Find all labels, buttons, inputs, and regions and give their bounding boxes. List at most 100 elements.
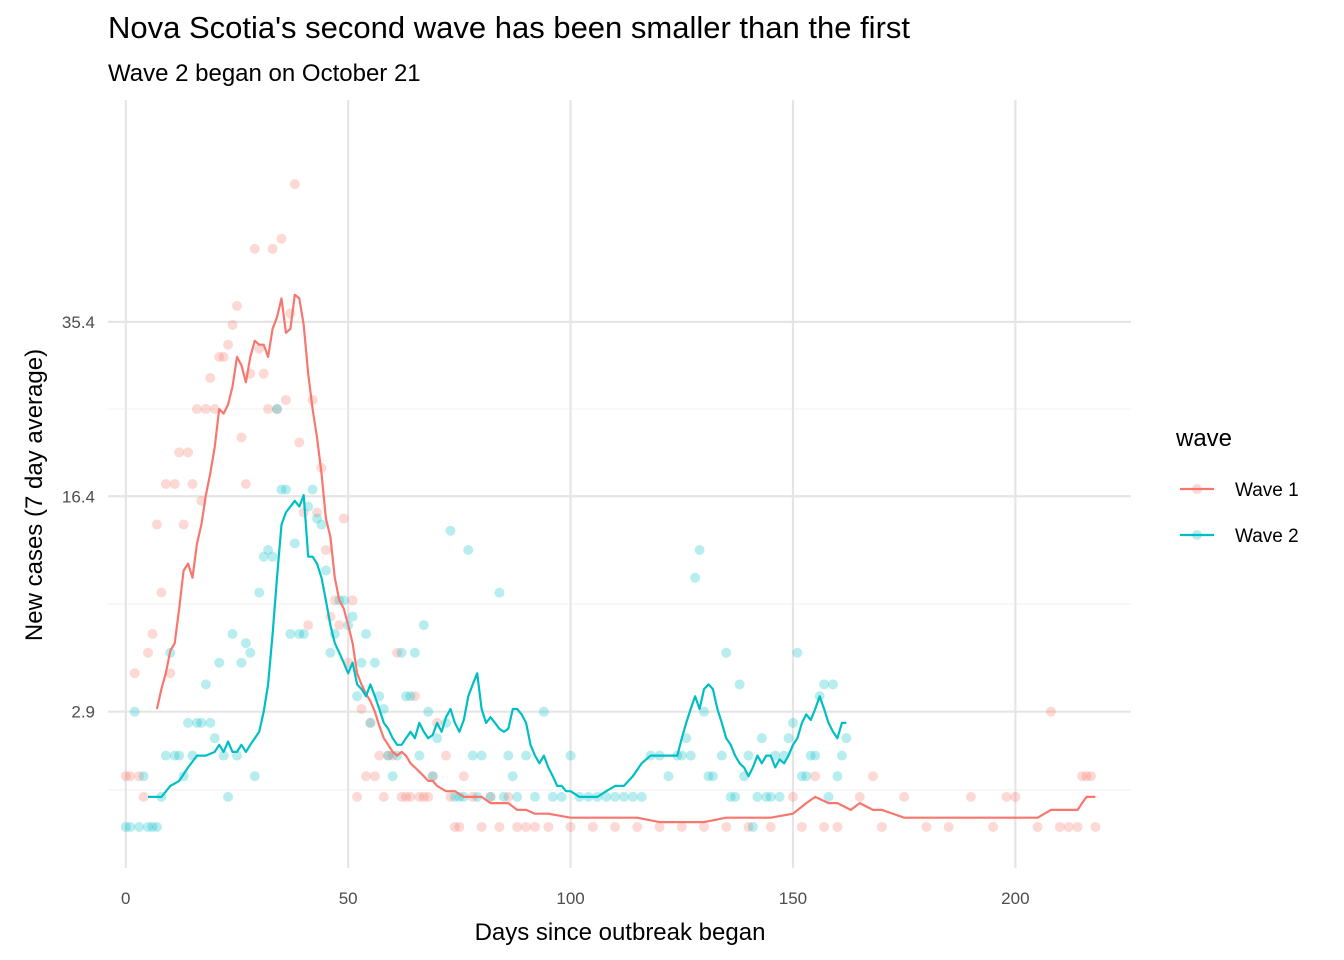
wave-1-point: [231, 300, 242, 311]
wave-1-point: [320, 545, 331, 556]
wave-2-point: [796, 771, 807, 782]
x-tick-label: 100: [556, 889, 584, 908]
wave-1-point: [743, 821, 754, 832]
wave-2-point: [752, 791, 763, 802]
wave-1-point: [383, 750, 394, 761]
wave-1-point: [374, 750, 385, 761]
wave-1-point: [272, 404, 283, 415]
wave-2-point: [676, 750, 687, 761]
wave-2-point: [565, 750, 576, 761]
wave-1-point: [543, 821, 554, 832]
wave-2-point: [214, 657, 225, 668]
wave-2-point: [663, 771, 674, 782]
wave-2-point: [521, 750, 532, 761]
wave-1-point: [832, 821, 843, 832]
wave-1-point: [587, 821, 598, 832]
wave-1-point: [378, 791, 389, 802]
wave-2-point: [805, 750, 816, 761]
wave-1-point: [191, 404, 202, 415]
wave-1-point: [236, 432, 247, 443]
wave-2-point: [272, 404, 283, 415]
wave-1-point: [187, 479, 198, 489]
wave-1-point: [409, 691, 420, 702]
wave-2-point: [743, 750, 754, 761]
wave-1-point: [214, 351, 225, 362]
wave-2-point: [418, 620, 429, 631]
wave-1-point: [223, 339, 234, 350]
wave-1-point: [1090, 821, 1101, 832]
wave-1-point: [151, 519, 162, 530]
wave-2-point: [387, 771, 398, 782]
wave-1-point: [125, 771, 136, 782]
wave-2-point: [765, 791, 776, 802]
wave-1-point: [943, 821, 954, 832]
wave-1-point: [205, 372, 216, 383]
wave-2-point: [507, 771, 518, 782]
wave-1-point: [494, 821, 505, 832]
wave-2-point: [209, 733, 220, 744]
wave-2-point: [240, 638, 251, 649]
wave-2-point: [610, 791, 621, 802]
wave-2-point: [347, 611, 358, 622]
wave-1-point: [289, 179, 300, 190]
wave-2-point: [810, 750, 821, 761]
wave-1-point: [819, 821, 830, 832]
wave-1-point: [360, 771, 371, 782]
wave-2-point: [289, 538, 300, 549]
wave-1-point: [1081, 771, 1092, 782]
wave-1-point: [414, 791, 425, 802]
wave-1-point: [876, 821, 887, 832]
wave-2-point: [827, 679, 838, 690]
wave-2-point: [360, 628, 371, 639]
scatter-points: [120, 179, 1101, 832]
wave-2-point: [369, 657, 380, 668]
wave-1-point: [169, 479, 180, 489]
wave-1-point: [565, 821, 576, 832]
wave-1-point: [143, 647, 154, 658]
wave-1-line: [155, 293, 1096, 824]
wave-2-point: [294, 628, 305, 639]
wave-2-point: [312, 513, 323, 524]
x-tick-label: 0: [121, 889, 130, 908]
wave-2-point: [730, 791, 741, 802]
legend-swatch-point: [1192, 530, 1202, 540]
wave-1-point: [988, 821, 999, 832]
wave-1-point: [476, 821, 487, 832]
wave-2-point: [263, 545, 274, 556]
wave-2-point: [716, 750, 727, 761]
wave-2-point: [254, 587, 265, 598]
wave-2-point: [365, 717, 376, 728]
x-axis-ticks: 0 50 100 150 200: [121, 889, 1029, 908]
wave-1-point: [396, 791, 407, 802]
wave-2-point: [401, 691, 412, 702]
wave-2-point: [747, 821, 758, 832]
wave-1-point: [654, 821, 665, 832]
wave-2-point: [298, 628, 309, 639]
wave-2-point: [383, 750, 394, 761]
wave-2-point: [787, 717, 798, 728]
legend-label-wave-2: Wave 2: [1235, 526, 1299, 547]
wave-1-point: [174, 447, 185, 458]
wave-1-point: [147, 628, 158, 639]
wave-2-point: [801, 771, 812, 782]
wave-2-point: [276, 484, 287, 495]
wave-2-point: [538, 706, 549, 717]
wave-1-point: [441, 750, 452, 761]
wave-1-point: [178, 519, 189, 530]
y-tick-label: 16.4: [62, 487, 95, 506]
wave-2-point: [832, 771, 843, 782]
wave-2-point: [160, 750, 171, 761]
wave-2-point: [721, 647, 732, 658]
wave-1-point: [200, 404, 211, 415]
wave-2-point: [205, 717, 216, 728]
wave-1-point: [263, 404, 274, 415]
wave-2-point: [498, 791, 509, 802]
wave-2-point: [409, 647, 420, 658]
y-tick-label: 35.4: [62, 313, 95, 332]
wave-1-point: [120, 771, 131, 782]
wave-1-point: [765, 821, 776, 832]
wave-2-point: [307, 484, 318, 495]
wave-1-point: [134, 771, 145, 782]
chart-title: Nova Scotia's second wave has been small…: [108, 10, 911, 45]
y-tick-label: 2.9: [71, 703, 95, 722]
